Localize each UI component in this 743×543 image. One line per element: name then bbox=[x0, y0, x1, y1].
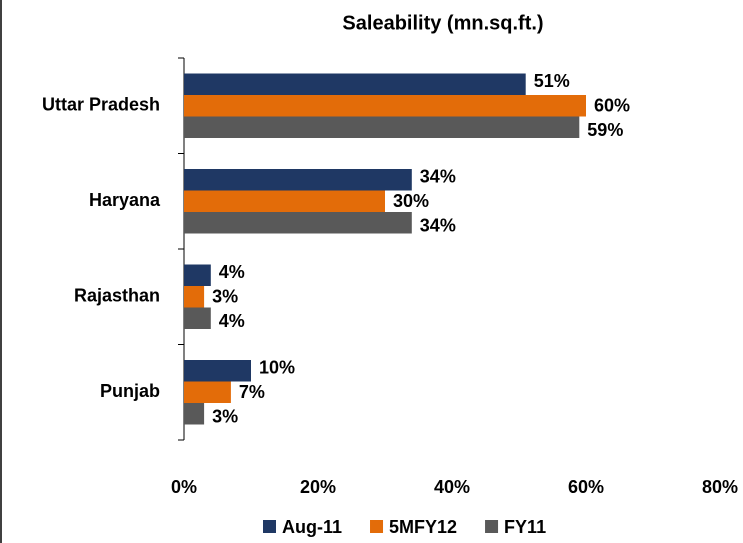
value-label: 60% bbox=[594, 96, 630, 116]
value-label: 30% bbox=[393, 191, 429, 211]
bar bbox=[184, 116, 580, 138]
value-label: 34% bbox=[420, 216, 456, 236]
y-tick-label: Haryana bbox=[89, 190, 161, 210]
legend-label: Aug-11 bbox=[282, 517, 342, 537]
bar bbox=[184, 73, 526, 95]
value-label: 4% bbox=[219, 311, 245, 331]
x-tick-label: 0% bbox=[171, 477, 197, 497]
value-label: 10% bbox=[259, 358, 295, 378]
value-label: 3% bbox=[212, 287, 238, 307]
value-label: 51% bbox=[534, 71, 570, 91]
legend-swatch bbox=[263, 520, 276, 533]
x-tick-label: 60% bbox=[568, 477, 604, 497]
bar bbox=[184, 307, 211, 329]
bar bbox=[184, 169, 412, 191]
y-tick-label: Rajasthan bbox=[74, 286, 160, 306]
value-label: 34% bbox=[420, 167, 456, 187]
legend-label: 5MFY12 bbox=[389, 517, 457, 537]
legend-label: FY11 bbox=[504, 517, 546, 537]
bar bbox=[184, 286, 205, 308]
value-label: 7% bbox=[239, 382, 265, 402]
bar bbox=[184, 95, 586, 117]
bar bbox=[184, 212, 412, 234]
y-tick-label: Punjab bbox=[100, 381, 160, 401]
x-tick-label: 80% bbox=[702, 477, 738, 497]
bar bbox=[184, 190, 385, 212]
value-label: 4% bbox=[219, 262, 245, 282]
bar bbox=[184, 360, 251, 382]
chart-title: Saleability (mn.sq.ft.) bbox=[342, 12, 543, 34]
x-tick-label: 20% bbox=[300, 477, 336, 497]
value-label: 59% bbox=[587, 120, 623, 140]
bar bbox=[184, 264, 211, 286]
legend-swatch bbox=[485, 520, 499, 533]
y-tick-label: Uttar Pradesh bbox=[42, 95, 160, 115]
legend-swatch bbox=[370, 520, 384, 533]
value-label: 3% bbox=[212, 407, 238, 427]
bar bbox=[184, 403, 205, 425]
x-tick-label: 40% bbox=[434, 477, 470, 497]
bar bbox=[184, 381, 231, 403]
